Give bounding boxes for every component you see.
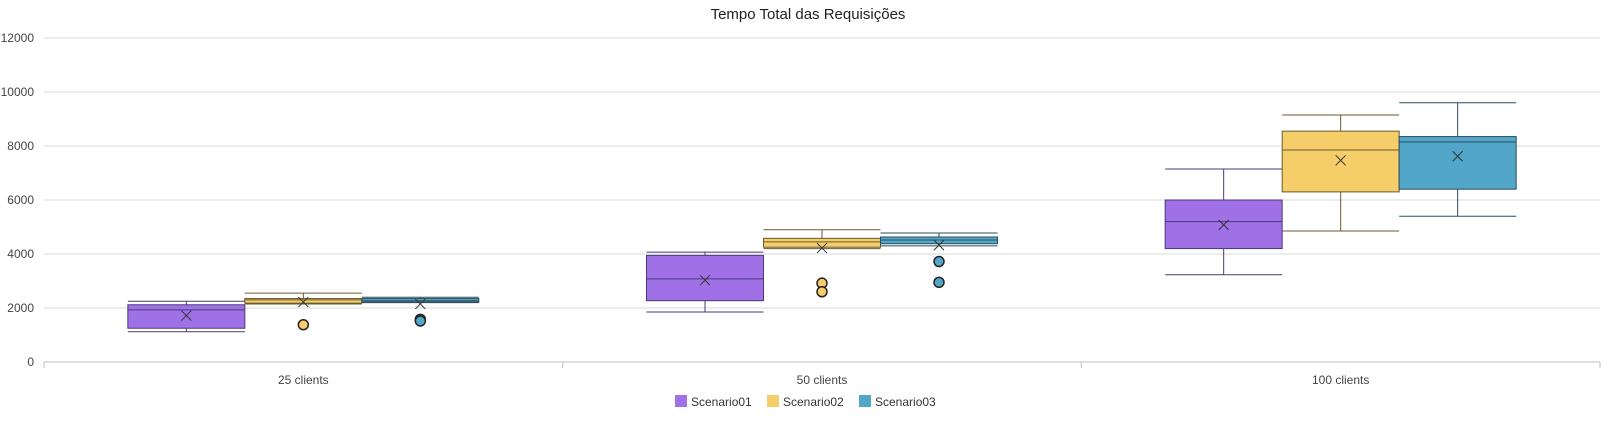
outlier-point	[816, 286, 828, 298]
y-tick-label: 2000	[7, 301, 34, 315]
legend: Scenario01 Scenario02 Scenario03	[675, 395, 936, 409]
box-body	[127, 304, 246, 329]
outlier-point	[297, 318, 310, 331]
legend-item-scenario03[interactable]: Scenario03	[859, 395, 936, 409]
legend-label: Scenario02	[783, 395, 844, 409]
legend-swatch	[675, 395, 687, 407]
x-tick-label: 50 clients	[797, 373, 848, 387]
box-scenario02-1[interactable]	[244, 292, 363, 331]
box-scenario01-3[interactable]	[1164, 168, 1283, 276]
outlier-point	[414, 315, 427, 327]
legend-swatch	[859, 395, 871, 407]
y-tick-label: 0	[27, 355, 34, 369]
mean-marker	[414, 298, 426, 310]
box-scenario01-1[interactable]	[127, 300, 246, 333]
y-tick-label: 8000	[7, 139, 34, 153]
chart-title: Tempo Total das Requisições	[711, 6, 906, 23]
mean-marker	[297, 296, 309, 308]
y-tick-label: 12000	[1, 31, 35, 45]
legend-label: Scenario03	[875, 395, 936, 409]
mean-marker	[816, 242, 828, 254]
box-scenario03-3[interactable]	[1398, 102, 1517, 217]
box-body	[1281, 130, 1400, 193]
mean-marker	[1218, 219, 1230, 231]
y-tick-label: 6000	[7, 193, 34, 207]
axes: 0 2000 4000 6000 8000 10000 12000 25 clients 50 …	[1, 31, 1601, 387]
box-scenario02-3[interactable]	[1281, 114, 1400, 232]
mean-marker	[1335, 154, 1347, 166]
y-tick-label: 4000	[7, 247, 34, 261]
legend-item-scenario02[interactable]: Scenario02	[767, 395, 844, 409]
boxes	[127, 102, 1517, 333]
box-scenario03-1[interactable]	[361, 296, 480, 327]
box-body	[1398, 136, 1517, 190]
legend-item-scenario01[interactable]: Scenario01	[675, 395, 752, 409]
gridlines	[44, 37, 1600, 363]
x-tick-label: 100 clients	[1312, 373, 1369, 387]
legend-swatch	[767, 395, 779, 407]
mean-marker	[1452, 150, 1464, 162]
box-scenario02-2[interactable]	[763, 229, 881, 298]
outlier-point	[933, 255, 945, 268]
legend-label: Scenario01	[691, 395, 752, 409]
x-tick-label: 25 clients	[278, 373, 329, 387]
box-body	[646, 254, 764, 302]
mean-marker	[180, 310, 192, 321]
box-scenario01-2[interactable]	[646, 251, 764, 313]
outlier-point	[933, 276, 945, 289]
y-tick-label: 10000	[1, 85, 35, 99]
box-body	[763, 237, 881, 248]
mean-marker	[699, 274, 711, 286]
mean-marker	[933, 239, 945, 251]
box-scenario03-2[interactable]	[880, 232, 998, 289]
